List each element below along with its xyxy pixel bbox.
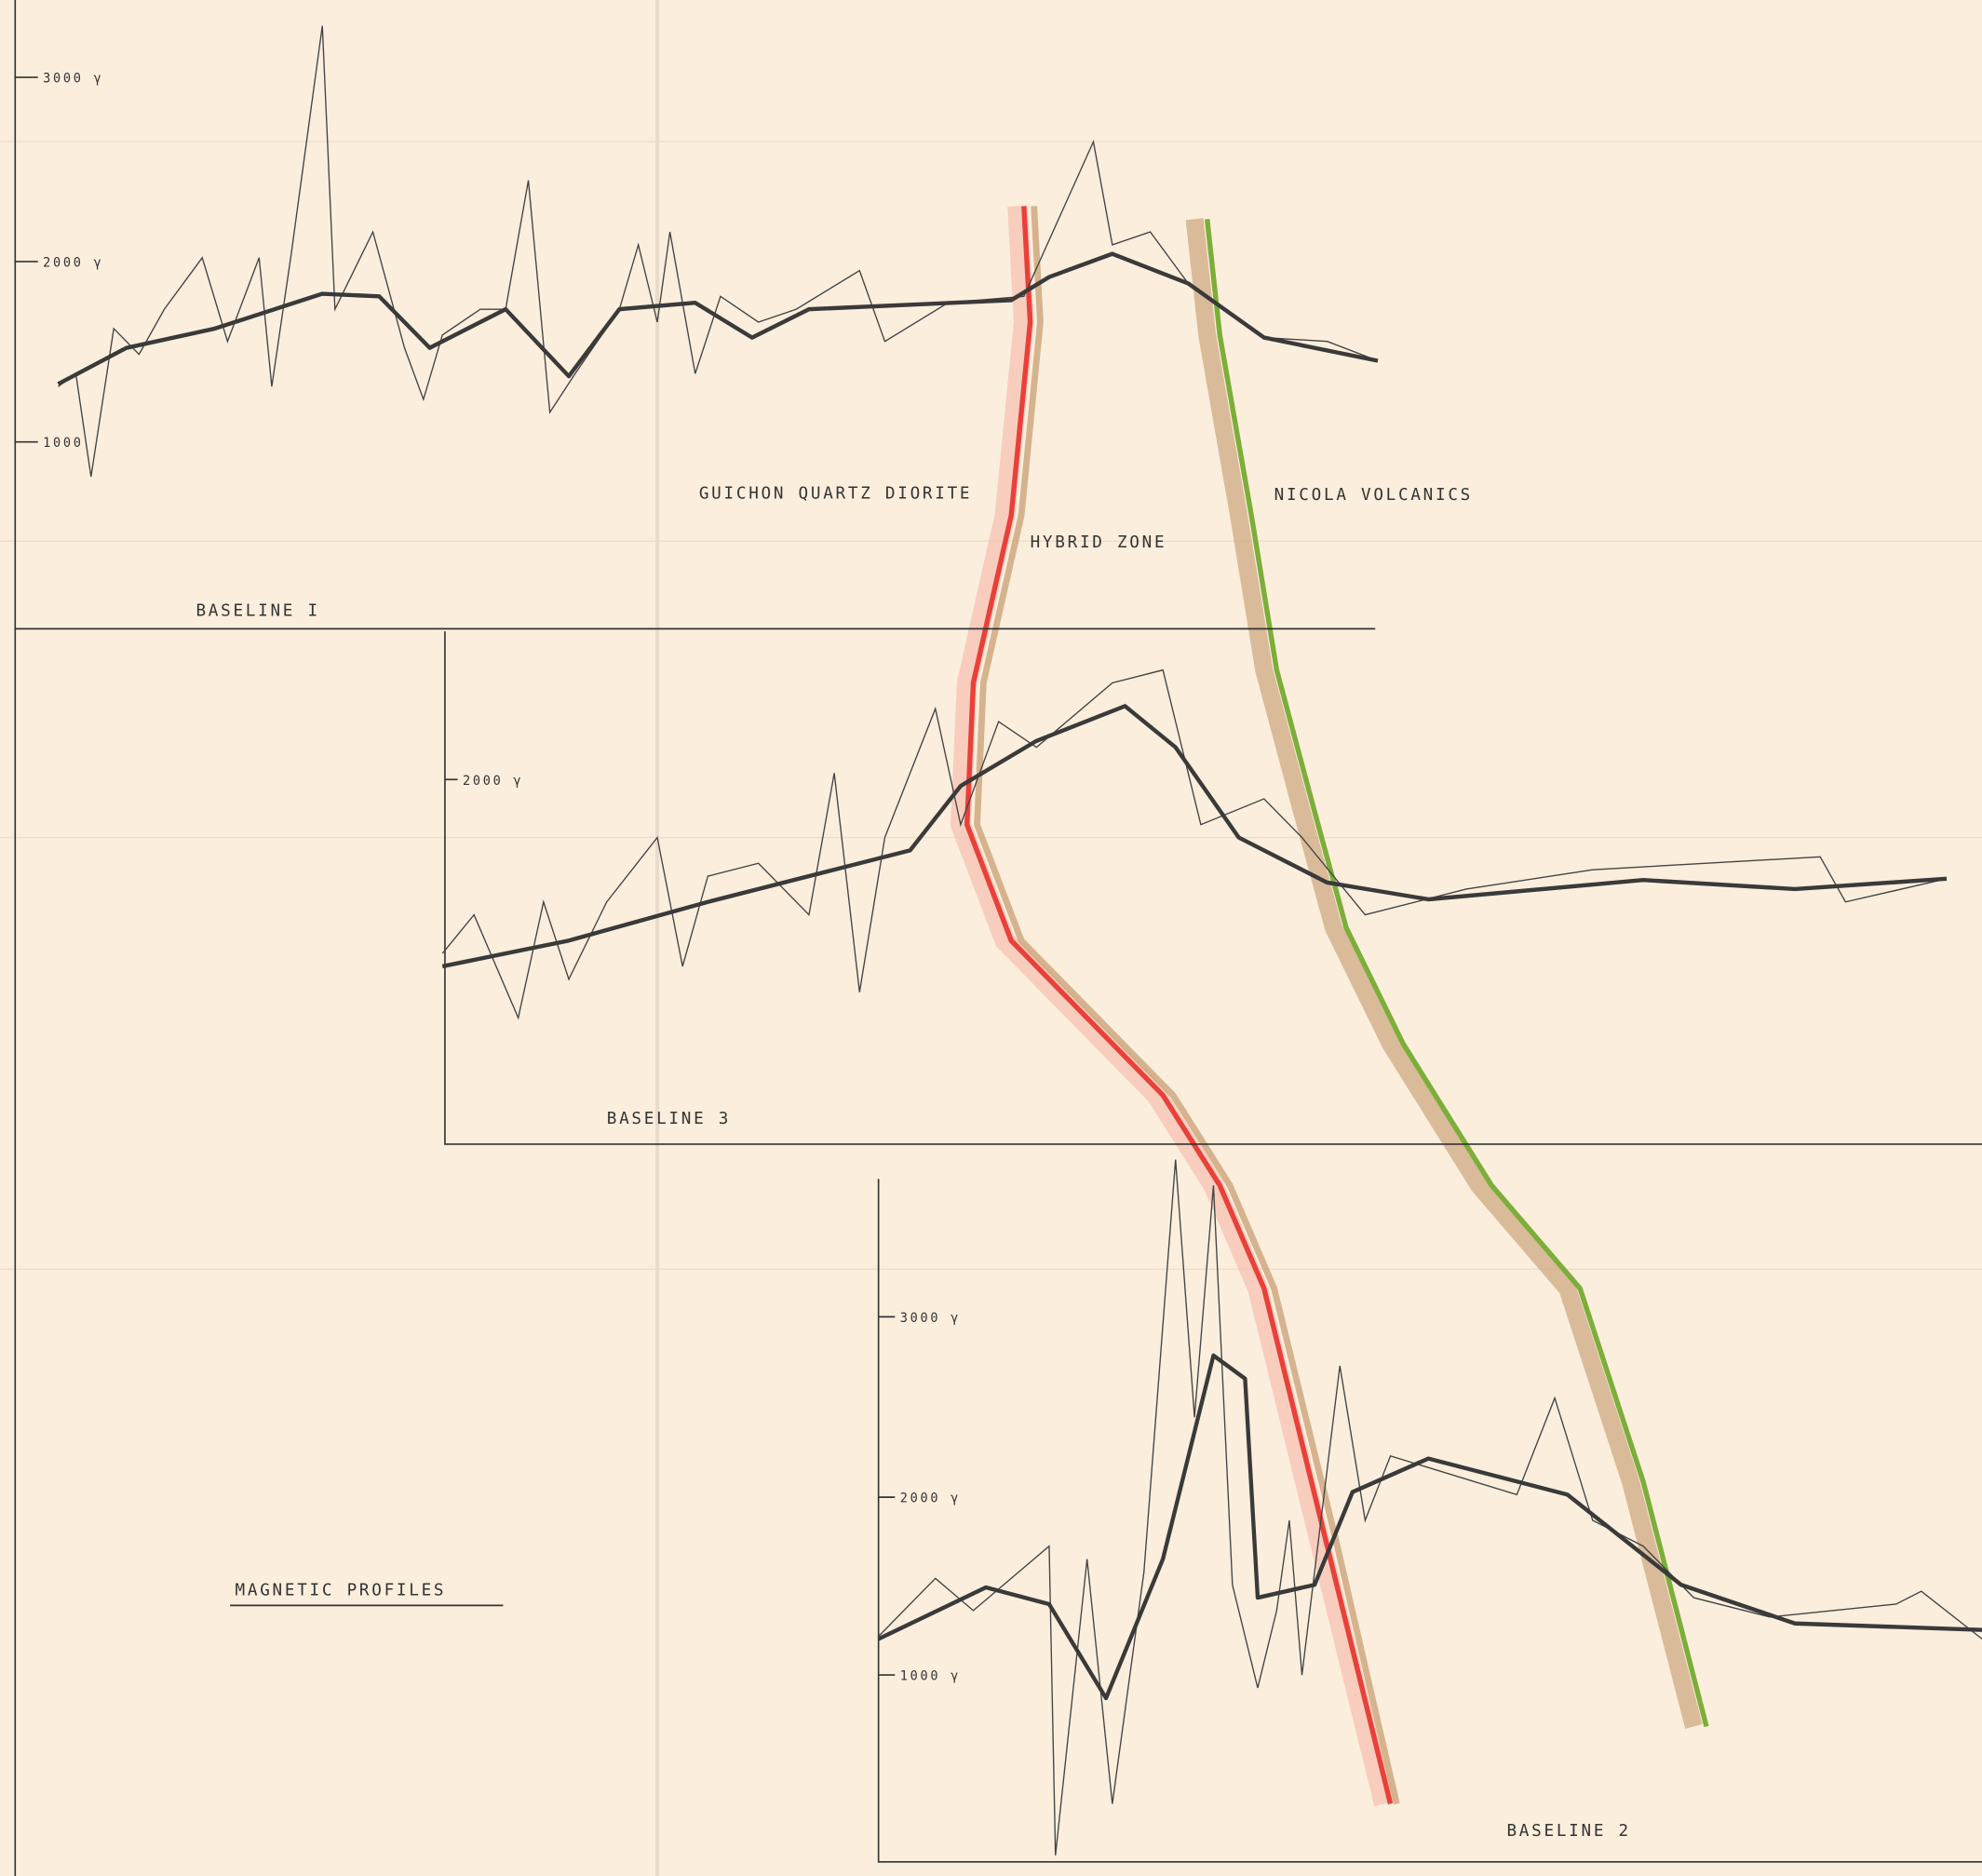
axis-label: 2000 γ [463,774,523,789]
baseline-label: BASELINE I [196,601,319,620]
title: MAGNETIC PROFILES [236,1580,447,1599]
page: 3000 γ 2000 γ 1000 2000 γ 3000 γ 2000 γ … [0,0,1982,1876]
axis-label: 2000 γ [900,1491,961,1506]
map-sheet: 3000 γ 2000 γ 1000 2000 γ 3000 γ 2000 γ … [0,0,1982,1876]
baseline-label: BASELINE 3 [607,1109,731,1128]
baseline-label: BASELINE 2 [1506,1821,1630,1841]
zone-label: NICOLA VOLCANICS [1274,485,1473,505]
axis-label: 2000 γ [43,255,103,270]
axis-label: 1000 [43,436,84,451]
zone-label: GUICHON QUARTZ DIORITE [699,483,972,503]
axis-label: 3000 γ [900,1311,961,1326]
axis-label: 1000 γ [900,1669,961,1684]
axis-label: 3000 γ [43,71,103,86]
zone-label: HYBRID ZONE [1031,533,1167,552]
